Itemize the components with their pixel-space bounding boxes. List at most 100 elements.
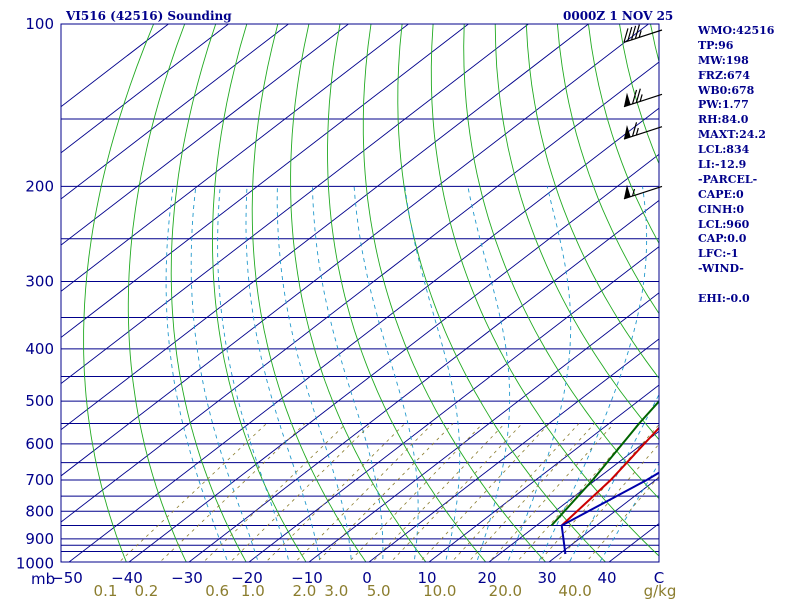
mixing-ratio-label: 20.0 xyxy=(489,582,522,600)
isotherm-line xyxy=(61,24,529,385)
wind-barb xyxy=(623,122,663,140)
moist-adiabat-line xyxy=(312,186,384,562)
wind-barb xyxy=(623,184,663,200)
wind-barbs xyxy=(623,24,663,200)
isotherm-line xyxy=(61,24,349,246)
sounding-series xyxy=(550,399,659,555)
moist-adiabat-line xyxy=(190,186,259,562)
isotherm-line xyxy=(61,24,229,154)
parameter-item xyxy=(698,277,774,292)
pressure-tick-label: 400 xyxy=(25,340,54,358)
dry-adiabat-line xyxy=(430,24,659,557)
pressure-tick-label: 100 xyxy=(25,15,54,33)
dry-adiabat-line xyxy=(251,24,367,562)
parameter-item: EHI:-0.0 xyxy=(698,292,750,306)
moist-adiabat-line xyxy=(276,186,352,562)
temperature-tick-label: 20 xyxy=(477,569,496,587)
mixing-ratio-label: 0.1 xyxy=(94,582,118,600)
temperature-axis-label: C xyxy=(654,569,664,587)
parameter-item: LFC:-1 xyxy=(698,247,739,261)
temperature-tick-label: −30 xyxy=(171,569,203,587)
temperature-tick-label: 10 xyxy=(417,569,436,587)
isotherm-line xyxy=(188,199,659,562)
pressure-tick-label: 1000 xyxy=(16,555,54,573)
isotherm-line xyxy=(61,61,659,523)
parameter-item: LI:-12.9 xyxy=(698,158,747,172)
mixing-ratio-label: 2.0 xyxy=(292,582,316,600)
parameter-item: -PARCEL- xyxy=(698,172,758,186)
isotherm-line xyxy=(61,24,469,338)
mixing-ratio-line xyxy=(419,423,550,562)
sounding-title: VI516 (42516) Sounding xyxy=(66,9,232,23)
parameter-item: WMO:42516 xyxy=(698,24,775,37)
parameter-item: CINH:0 xyxy=(698,202,745,216)
mixing-ratio-line xyxy=(229,423,372,562)
parameter-item: CAPE:0 xyxy=(698,187,744,201)
dry-adiabat-line xyxy=(397,24,607,562)
mixing-ratio-label: 0.2 xyxy=(134,582,158,600)
grid-lines xyxy=(61,24,800,575)
wind-barb xyxy=(623,24,663,43)
dry-adiabat-line xyxy=(290,24,427,562)
dry-adiabat-line xyxy=(212,24,307,562)
mixing-ratio-label: 3.0 xyxy=(324,582,348,600)
temperature-tick-label: −50 xyxy=(51,569,83,587)
isotherm-line xyxy=(61,24,409,292)
isotherm-line xyxy=(488,430,659,562)
sounding-timestamp: 0000Z 1 NOV 25 xyxy=(563,9,674,23)
mixing-ratio-line xyxy=(202,423,347,562)
wind-barb xyxy=(623,88,663,108)
isotherm-line xyxy=(548,476,659,562)
dry-adiabat-line xyxy=(83,24,155,562)
pressure-tick-label: 700 xyxy=(25,471,54,489)
moist-adiabat-line xyxy=(165,186,229,562)
moist-adiabat-line xyxy=(507,186,572,562)
moist-adiabat-line xyxy=(538,186,648,562)
pressure-axis-label: mb xyxy=(31,570,55,588)
mixing-ratio-label: 1.0 xyxy=(241,582,265,600)
moist-adiabat-line xyxy=(467,186,511,562)
isotherm-line xyxy=(428,384,659,562)
temperature-tick-label: 0 xyxy=(362,569,372,587)
mixing-ratio-label: 5.0 xyxy=(367,582,391,600)
isotherm-line xyxy=(368,338,659,562)
pressure-tick-label: 800 xyxy=(25,502,54,520)
isotherm-line xyxy=(68,107,659,562)
mixing-ratio-line xyxy=(467,423,595,562)
pressure-tick-label: 600 xyxy=(25,435,54,453)
temperature-line xyxy=(561,426,659,527)
dry-adiabat-line xyxy=(127,24,187,562)
pressure-tick-label: 900 xyxy=(25,530,54,548)
moist-adiabat-line xyxy=(217,186,290,562)
dry-adiabat-line xyxy=(170,24,247,562)
mixing-ratio-line xyxy=(488,423,615,562)
dry-adiabat-line xyxy=(775,24,800,575)
parameter-item: WB0:678 xyxy=(698,83,755,97)
pressure-tick-label: 200 xyxy=(25,177,54,195)
parameter-item: LCL:834 xyxy=(698,143,750,157)
parameter-list: WMO:42516 TP:96 MW:198 FRZ:674 WB0:678 PW:1.7… xyxy=(698,24,774,307)
temperature-tick-label: −10 xyxy=(291,569,323,587)
mixing-ratio-label: 10.0 xyxy=(423,582,456,600)
pressure-tick-label: 300 xyxy=(25,272,54,290)
moist-adiabat-line xyxy=(353,186,419,562)
isotherm-line xyxy=(61,24,169,108)
moist-adiabat-line xyxy=(245,186,321,562)
mixing-ratio-line xyxy=(316,423,454,562)
mixing-ratio-label: 0.6 xyxy=(205,582,229,600)
temperature-tick-label: 40 xyxy=(597,569,616,587)
mixing-ratio-line xyxy=(585,475,659,562)
parameter-item: FRZ:674 xyxy=(698,68,751,82)
moist-adiabat-line xyxy=(568,393,659,562)
isotherm-line xyxy=(61,24,589,431)
parameter-item: CAP:0.0 xyxy=(698,232,747,246)
dry-adiabat-line xyxy=(362,24,547,562)
dry-adiabat-line xyxy=(463,24,659,500)
dry-adiabat-line xyxy=(556,24,659,315)
isotherm-line xyxy=(248,246,659,562)
parameter-item: PW:1.77 xyxy=(698,98,749,112)
temperature-tick-label: −40 xyxy=(111,569,143,587)
dry-adiabat-line xyxy=(525,24,659,380)
